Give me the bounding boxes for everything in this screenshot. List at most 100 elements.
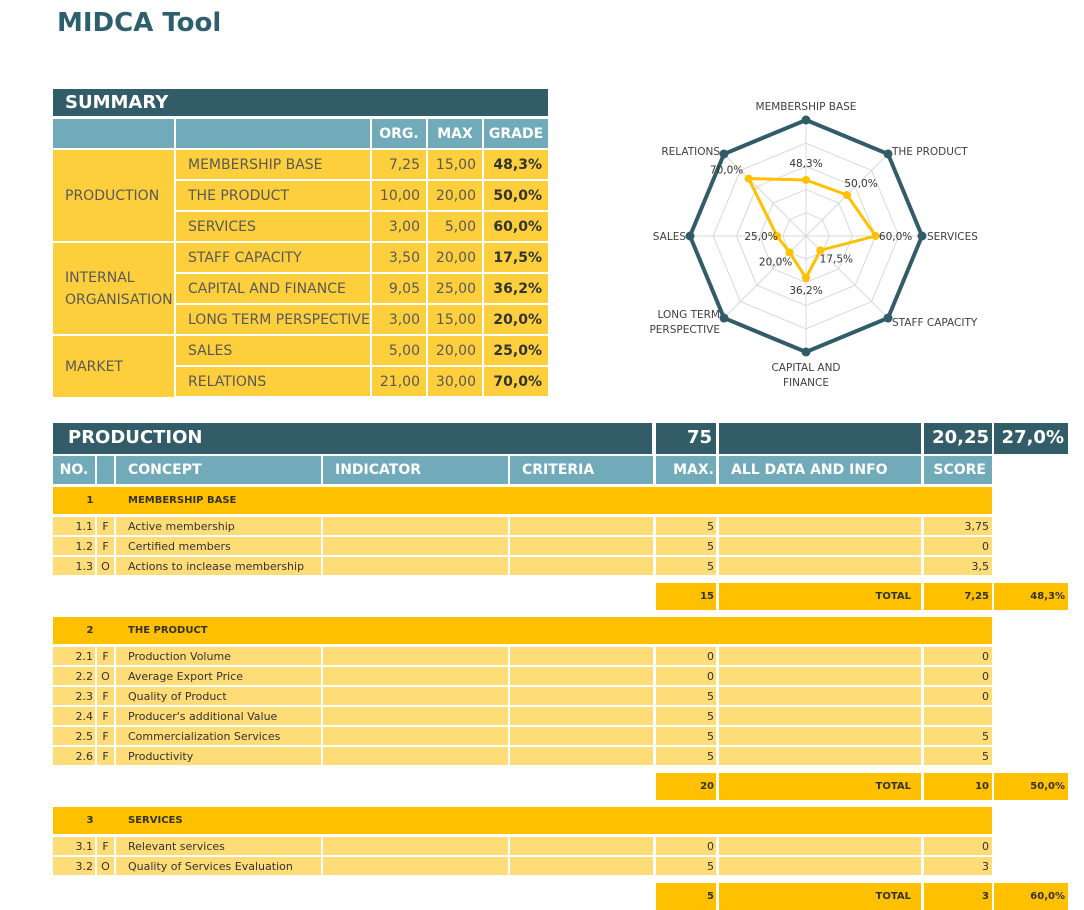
- item-criteria-field[interactable]: [510, 857, 653, 875]
- summary-row-max: 20,00: [428, 243, 482, 272]
- radar-data-label: 48,3%: [789, 158, 822, 170]
- summary-header-max: MAX: [428, 119, 482, 148]
- summary-row-org: 3,00: [372, 305, 426, 334]
- summary-row-org: 7,25: [372, 150, 426, 179]
- radar-point-grade: [773, 232, 781, 240]
- item-type: O: [97, 557, 114, 575]
- col-header-indicator: INDICATOR: [323, 456, 508, 484]
- item-info-field[interactable]: [719, 537, 921, 555]
- item-type: O: [97, 667, 114, 685]
- summary-group-internal: INTERNAL ORGANISATION: [53, 243, 174, 334]
- item-concept: Quality of Services Evaluation: [116, 857, 321, 875]
- radar-category-label: SALES: [653, 231, 687, 243]
- summary-title: SUMMARY: [53, 89, 548, 116]
- summary-header-org: ORG.: [372, 119, 426, 148]
- item-criteria-field[interactable]: [510, 557, 653, 575]
- col-header-max: MAX.: [656, 456, 716, 484]
- item-criteria-field[interactable]: [510, 667, 653, 685]
- section-number: 3: [86, 815, 94, 826]
- item-info-field[interactable]: [719, 687, 921, 705]
- summary-row-org: 21,00: [372, 367, 426, 396]
- item-criteria-field[interactable]: [510, 837, 653, 855]
- item-criteria-field[interactable]: [510, 537, 653, 555]
- item-criteria-field[interactable]: [510, 687, 653, 705]
- item-type: F: [97, 727, 114, 745]
- item-indicator-field[interactable]: [323, 557, 508, 575]
- section-total-pct: 50,0%: [994, 773, 1068, 800]
- section-number: 1: [86, 495, 94, 506]
- section-total-label: TOTAL: [719, 583, 921, 610]
- item-indicator-field[interactable]: [323, 647, 508, 665]
- item-number: 2.3: [53, 687, 95, 705]
- summary-row-max: 15,00: [428, 305, 482, 334]
- item-max: 5: [656, 747, 716, 765]
- item-criteria-field[interactable]: [510, 727, 653, 745]
- summary-row-max: 15,00: [428, 150, 482, 179]
- item-type: F: [97, 707, 114, 725]
- section-header-bar: [53, 807, 992, 834]
- item-indicator-field[interactable]: [323, 517, 508, 535]
- item-max: 5: [656, 707, 716, 725]
- item-max: 5: [656, 687, 716, 705]
- production-score-total: 20,25: [924, 423, 992, 454]
- radar-point-grade: [802, 175, 810, 184]
- item-info-field[interactable]: [719, 857, 921, 875]
- item-score: 5: [924, 747, 992, 765]
- item-criteria-field[interactable]: [510, 517, 653, 535]
- summary-header-grade: GRADE: [484, 119, 548, 148]
- item-max: 0: [656, 667, 716, 685]
- radar-point-grade: [802, 273, 810, 282]
- app-title: MIDCA Tool: [57, 8, 222, 38]
- summary-row-org: 9,05: [372, 274, 426, 303]
- item-concept: Active membership: [116, 517, 321, 535]
- section-total-pct: 60,0%: [994, 883, 1068, 910]
- item-info-field[interactable]: [719, 557, 921, 575]
- item-info-field[interactable]: [719, 837, 921, 855]
- item-number: 2.5: [53, 727, 95, 745]
- summary-row-grade: 50,0%: [484, 181, 548, 210]
- radar-point-grade: [744, 174, 753, 183]
- item-concept: Relevant services: [116, 837, 321, 855]
- radar-point-max: [801, 347, 811, 357]
- item-indicator-field[interactable]: [323, 707, 508, 725]
- item-info-field[interactable]: [719, 727, 921, 745]
- radar-data-label: 20,0%: [759, 256, 792, 268]
- item-score: 0: [924, 687, 992, 705]
- item-concept: Production Volume: [116, 647, 321, 665]
- item-concept: Certified members: [116, 537, 321, 555]
- item-type: F: [97, 517, 114, 535]
- summary-row-grade: 25,0%: [484, 336, 548, 365]
- item-info-field[interactable]: [719, 647, 921, 665]
- item-concept: Commercialization Services: [116, 727, 321, 745]
- section-total-score: 10: [924, 773, 992, 800]
- item-indicator-field[interactable]: [323, 747, 508, 765]
- item-indicator-field[interactable]: [323, 667, 508, 685]
- summary-row-label: MEMBERSHIP BASE: [176, 150, 370, 179]
- item-criteria-field[interactable]: [510, 707, 653, 725]
- item-max: 5: [656, 857, 716, 875]
- item-info-field[interactable]: [719, 667, 921, 685]
- summary-row-label: RELATIONS: [176, 367, 370, 396]
- item-indicator-field[interactable]: [323, 727, 508, 745]
- item-info-field[interactable]: [719, 517, 921, 535]
- col-header-concept: CONCEPT: [116, 456, 321, 484]
- item-indicator-field[interactable]: [323, 837, 508, 855]
- summary-row-label: THE PRODUCT: [176, 181, 370, 210]
- radar-point-max: [883, 149, 893, 159]
- item-score: 0: [924, 837, 992, 855]
- item-indicator-field[interactable]: [323, 537, 508, 555]
- radar-data-label: 50,0%: [844, 178, 877, 190]
- radar-data-label: 36,2%: [789, 285, 822, 297]
- item-criteria-field[interactable]: [510, 747, 653, 765]
- item-concept: Productivity: [116, 747, 321, 765]
- summary-row-label: SALES: [176, 336, 370, 365]
- item-indicator-field[interactable]: [323, 687, 508, 705]
- radar-category-label: STAFF CAPACITY: [892, 317, 978, 329]
- item-indicator-field[interactable]: [323, 857, 508, 875]
- item-info-field[interactable]: [719, 747, 921, 765]
- section-total-max: 5: [656, 883, 716, 910]
- item-criteria-field[interactable]: [510, 647, 653, 665]
- item-score: 3,5: [924, 557, 992, 575]
- item-info-field[interactable]: [719, 707, 921, 725]
- item-number: 2.1: [53, 647, 95, 665]
